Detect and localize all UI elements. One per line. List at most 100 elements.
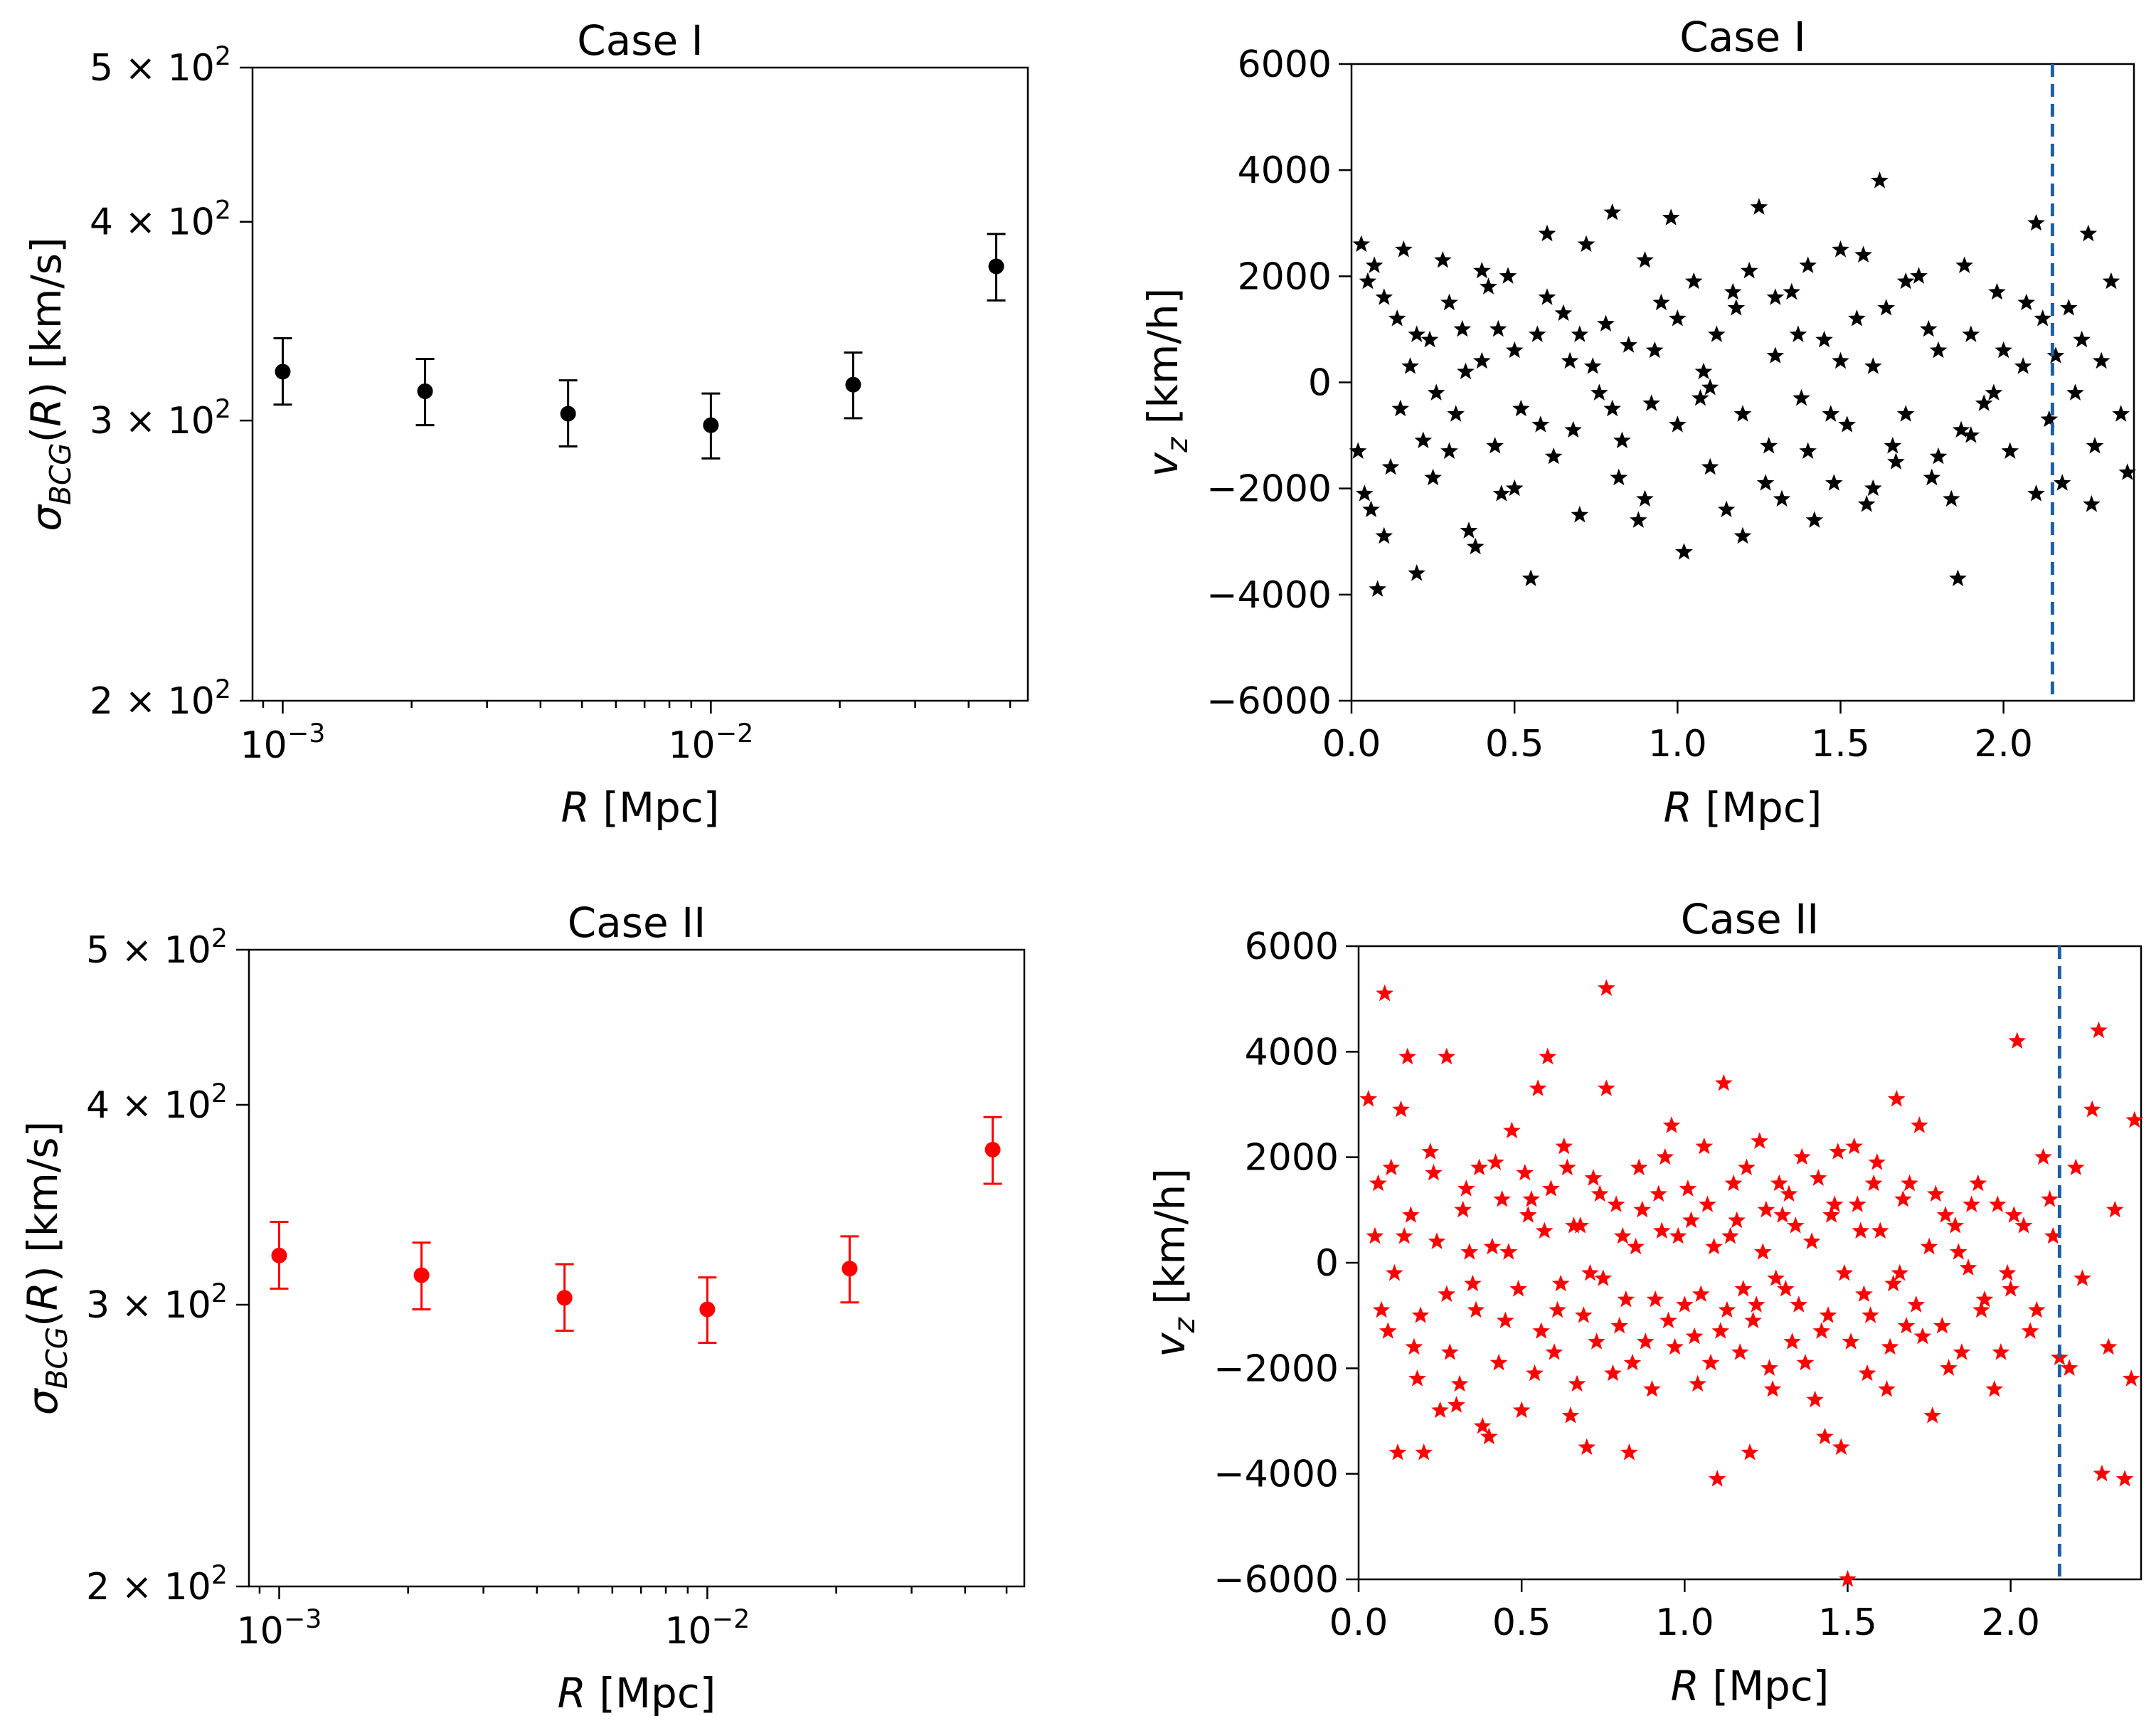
- axis-ticks: 10−3 10−2 2 × 102 3 × 102 4 × 102 5 × 102: [90, 41, 1011, 767]
- star-marker: [1799, 442, 1817, 459]
- star-marker: [1583, 357, 1602, 374]
- star-marker: [2083, 1100, 2101, 1118]
- star-marker: [1963, 1195, 1980, 1212]
- star-marker: [1894, 1190, 1912, 1207]
- star-marker: [1740, 261, 1758, 279]
- star-marker: [1591, 383, 1608, 401]
- star-marker: [1692, 388, 1709, 406]
- star-marker: [1483, 1237, 1502, 1255]
- star-marker: [1741, 1443, 1759, 1461]
- star-marker: [1871, 1221, 1889, 1239]
- star-marker: [1829, 1143, 1847, 1160]
- star-marker: [1871, 171, 1889, 189]
- star-marker: [1701, 1353, 1720, 1371]
- star-marker: [1512, 1401, 1531, 1419]
- star-marker: [1770, 1174, 1788, 1192]
- star-marker: [1538, 224, 1556, 242]
- star-marker: [1598, 979, 1615, 996]
- y-tick-label: −6000: [1206, 680, 1332, 723]
- star-marker: [1773, 489, 1791, 507]
- star-marker: [1839, 1570, 1857, 1587]
- star-marker: [1362, 500, 1380, 517]
- star-marker: [1411, 1306, 1430, 1323]
- star-marker: [2008, 1032, 2027, 1049]
- y-axis-label: vz [km/h]: [1139, 288, 1194, 477]
- panel-title: Case I: [1679, 13, 1805, 61]
- y-tick-label: −4000: [1206, 574, 1332, 617]
- star-marker: [2115, 1470, 2134, 1487]
- star-marker: [1610, 1317, 1628, 1334]
- star-marker: [1532, 1322, 1550, 1339]
- star-marker: [1684, 272, 1703, 290]
- y-tick-label: 4 × 102: [90, 195, 231, 244]
- data-markers: [273, 233, 1006, 460]
- star-marker: [1440, 293, 1458, 311]
- star-marker: [1636, 251, 1654, 268]
- star-marker: [1780, 1185, 1798, 1202]
- star-marker: [2102, 272, 2120, 290]
- star-marker: [1352, 235, 1371, 253]
- star-marker: [1711, 1322, 1730, 1339]
- plot-area: [251, 66, 1029, 702]
- star-marker: [1561, 351, 1579, 369]
- star-marker: [2073, 1269, 2091, 1286]
- star-marker: [1825, 1195, 1844, 1212]
- star-marker: [1959, 1258, 1977, 1276]
- star-marker: [1425, 1163, 1443, 1181]
- star-marker: [1852, 1221, 1870, 1239]
- star-marker: [1421, 1143, 1440, 1160]
- star-marker: [1907, 1295, 1926, 1313]
- data-point: [841, 1261, 858, 1277]
- star-marker: [1750, 198, 1768, 215]
- star-marker: [1757, 1200, 1775, 1218]
- star-marker: [1701, 378, 1719, 396]
- star-marker: [1809, 1169, 1827, 1186]
- star-marker: [1401, 357, 1419, 374]
- star-marker: [1862, 1306, 1879, 1323]
- star-marker: [2001, 442, 2019, 459]
- star-marker: [1467, 1300, 1485, 1318]
- star-marker: [1929, 341, 1948, 359]
- star-marker: [1733, 526, 1752, 544]
- star-marker: [1815, 330, 1833, 348]
- star-marker: [1642, 394, 1660, 411]
- star-marker: [1896, 405, 1915, 422]
- star-marker: [2004, 1206, 2023, 1223]
- star-marker: [1531, 415, 1550, 433]
- y-tick-label: 4000: [1245, 1031, 1339, 1074]
- panel-title: Case II: [1681, 895, 1820, 943]
- star-marker: [1473, 1416, 1492, 1434]
- star-marker: [1724, 1174, 1743, 1192]
- star-marker: [1884, 1274, 1902, 1292]
- star-marker: [1679, 1180, 1697, 1197]
- y-axis-label: σBCG(R) [km/s]: [22, 237, 78, 531]
- star-marker: [1952, 420, 1970, 438]
- y-tick-label: −6000: [1214, 1559, 1339, 1601]
- star-marker: [1682, 1211, 1700, 1229]
- x-tick-label: 0.5: [1485, 723, 1544, 765]
- data-point: [984, 1141, 1001, 1157]
- star-marker: [1398, 1047, 1417, 1065]
- x-tick-label: 10−3: [240, 718, 326, 767]
- star-marker: [1535, 1221, 1554, 1239]
- star-marker: [1802, 1232, 1821, 1249]
- star-marker: [1408, 564, 1425, 581]
- star-marker: [1992, 1343, 2010, 1360]
- star-marker: [1669, 309, 1687, 327]
- star-marker: [1985, 383, 2003, 401]
- star-marker: [1564, 420, 1582, 438]
- star-marker: [1766, 346, 1785, 364]
- star-marker: [1848, 309, 1866, 327]
- star-marker: [1359, 1090, 1378, 1107]
- x-tick-label: 0.0: [1322, 723, 1381, 765]
- star-marker: [2028, 1300, 2046, 1318]
- star-marker: [2099, 1337, 2118, 1355]
- star-marker: [1763, 1380, 1782, 1397]
- star-marker: [1408, 1369, 1426, 1387]
- star-marker: [1920, 1237, 1938, 1255]
- plot-area: [1357, 945, 2142, 1581]
- star-marker: [1545, 1343, 1563, 1360]
- x-axis-label: R [Mpc]: [561, 783, 720, 832]
- star-marker: [1460, 521, 1478, 539]
- star-marker: [1913, 1327, 1932, 1345]
